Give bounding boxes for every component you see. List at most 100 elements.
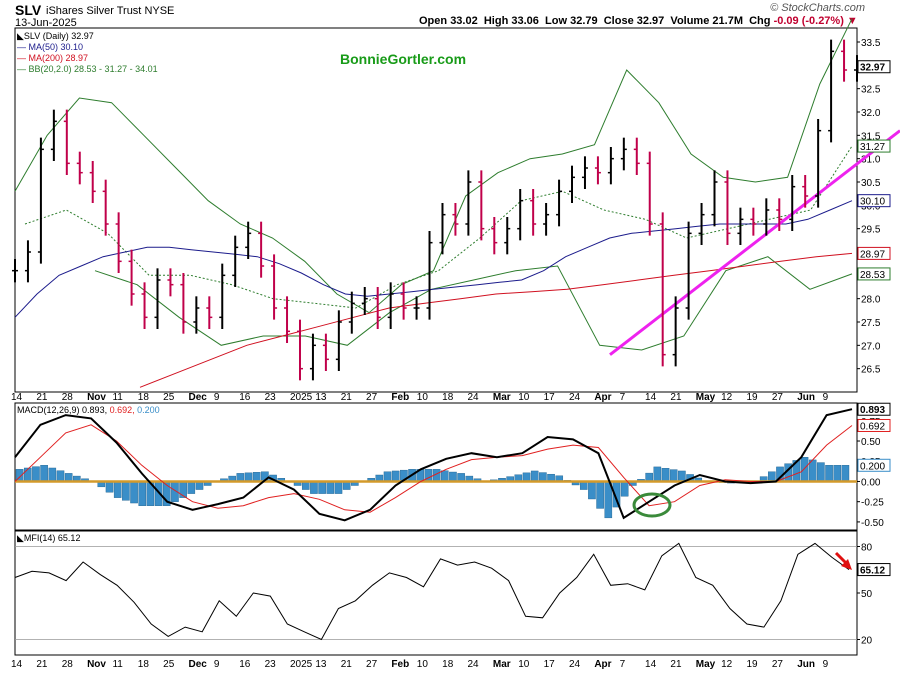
legend-bb-text: BB(20,2.0) 28.53 - 31.27 - 34.01	[28, 64, 158, 74]
bb-low-last-label: 28.53	[860, 270, 885, 281]
price-y-tick-label: 33.0	[861, 61, 881, 72]
macd-histogram-bar	[154, 481, 163, 506]
mfi-x-tick-label: 21	[36, 659, 48, 670]
mfi-x-tick-label: 21	[341, 659, 353, 670]
price-x-tick-label: Nov	[87, 392, 106, 403]
macd-histogram-bar	[555, 475, 564, 482]
bb-mid-last-label: 31.27	[860, 142, 885, 153]
mfi-x-tick-label: 27	[366, 659, 378, 670]
price-y-tick-label: 30.5	[861, 178, 881, 189]
price-y-tick-label: 26.5	[861, 365, 881, 376]
macd-histogram-bar	[776, 466, 784, 482]
macd-histogram-bar	[457, 473, 465, 482]
mfi-last-label: 65.12	[860, 566, 885, 577]
price-x-tick-label: Apr	[594, 392, 611, 403]
macd-histogram-bar	[122, 481, 130, 501]
price-x-tick-label: 13	[315, 392, 327, 403]
macd-histogram-bar	[64, 473, 73, 482]
price-y-tick-label: 28.5	[861, 271, 881, 282]
histogram-last-label-box	[857, 458, 891, 472]
price-y-tick-label: 32.0	[861, 108, 881, 119]
close-value: 32.97	[636, 15, 665, 27]
macd-histogram-bar	[808, 459, 817, 482]
watermark: BonnieGortler.com	[340, 51, 467, 67]
macd-histogram-bar	[400, 469, 408, 482]
macd-histogram-bar	[784, 463, 792, 482]
legend-bb-dash-icon: —	[17, 64, 29, 74]
open-value: 33.02	[450, 15, 478, 27]
macd-histogram-bar	[498, 478, 506, 482]
legend-ma200-dash-icon: —	[17, 53, 29, 63]
price-last-label: 32.97	[860, 63, 885, 74]
macd-histogram-bar	[203, 481, 212, 486]
macd-histogram-bar	[490, 479, 498, 482]
volume-label: Volume	[670, 15, 710, 27]
macd-histogram-bar	[244, 472, 253, 482]
macd-name: MACD(12,26,9)	[17, 405, 80, 415]
macd-histogram-bar	[15, 469, 24, 482]
macd-histogram-bar	[539, 472, 547, 482]
low-value: 32.79	[570, 15, 598, 27]
macd-histogram-bar	[113, 481, 122, 498]
macd-histogram-bar	[73, 475, 81, 482]
mfi-x-tick-label: 18	[442, 659, 454, 670]
price-x-tick-label: 19	[746, 392, 758, 403]
macd-y-tick-label: 0.00	[861, 477, 881, 488]
security-name: iShares Silver Trust NYSE	[46, 5, 174, 17]
ma50-last-label-box	[857, 194, 891, 208]
macd-histogram-bar	[645, 472, 653, 482]
price-x-tick-label: 9	[214, 392, 220, 403]
volume-value: 21.7M	[712, 15, 743, 27]
histogram-last-label: 0.200	[860, 461, 885, 472]
macd-histogram-bar	[277, 478, 286, 482]
price-y-tick-label: 27.5	[861, 318, 881, 329]
mfi-x-tick-label: 12	[721, 659, 733, 670]
macd-histogram-bar	[383, 471, 392, 482]
close-label: Close	[603, 15, 634, 27]
macd-histogram-bar	[841, 465, 850, 482]
legend-price: ◣SLV (Daily) 32.97	[17, 31, 94, 42]
macd-histogram-bar	[326, 481, 335, 494]
macd-histogram-bar	[416, 469, 425, 482]
macd-histogram-bar	[179, 481, 187, 498]
macd-last-label: 0.893	[860, 405, 885, 416]
mfi-x-tick-label: May	[696, 659, 716, 670]
chg-label: Chg	[749, 15, 771, 27]
price-y-tick-label: 32.5	[861, 85, 881, 96]
legend-bb: — BB(20,2.0) 28.53 - 31.27 - 34.01	[17, 64, 158, 74]
mfi-line	[14, 542, 850, 641]
mfi-x-tick-label: 11	[112, 659, 123, 670]
macd-line	[14, 408, 853, 522]
legend-mfi: ◣MFI(14) 65.12	[17, 533, 80, 544]
price-x-tick-label: 21	[36, 392, 48, 403]
macd-histogram-bar	[604, 481, 613, 519]
macd-histogram-bar	[768, 471, 776, 482]
high-label: High	[483, 15, 509, 27]
macd-histogram-bar	[751, 481, 760, 483]
price-y-tick-label: 28.0	[861, 295, 881, 306]
macd-y-tick-label: 0.50	[861, 437, 881, 448]
macd-histogram-bar	[375, 474, 384, 482]
macd-histogram-bar	[817, 462, 825, 482]
legend-macd: MACD(12,26,9) 0.893, 0.692, 0.200	[17, 405, 160, 415]
price-x-tick-label: Dec	[189, 392, 208, 403]
price-x-tick-label: 21	[670, 392, 682, 403]
ma50-last-label: 30.10	[860, 197, 885, 208]
mfi-panel-frame	[14, 530, 858, 656]
price-x-tick-label: 21	[341, 392, 353, 403]
trendline	[609, 129, 900, 356]
macd-histogram-bar	[678, 470, 686, 482]
price-x-tick-label: 9	[823, 392, 829, 403]
price-x-tick-label: Mar	[493, 392, 511, 403]
macd-histogram-bar	[48, 467, 57, 482]
macd-y-tick-label: -0.25	[861, 498, 884, 509]
macd-histogram-bar	[735, 481, 743, 483]
macd-histogram-bar	[465, 475, 474, 482]
price-x-tick-label: 27	[366, 392, 378, 403]
macd-histogram-bar	[563, 480, 572, 482]
macd-histogram-bar	[792, 460, 801, 482]
price-x-tick-label: 27	[772, 392, 784, 403]
macd-histogram-bar	[359, 481, 367, 483]
ma200-last-label-box	[857, 246, 891, 260]
